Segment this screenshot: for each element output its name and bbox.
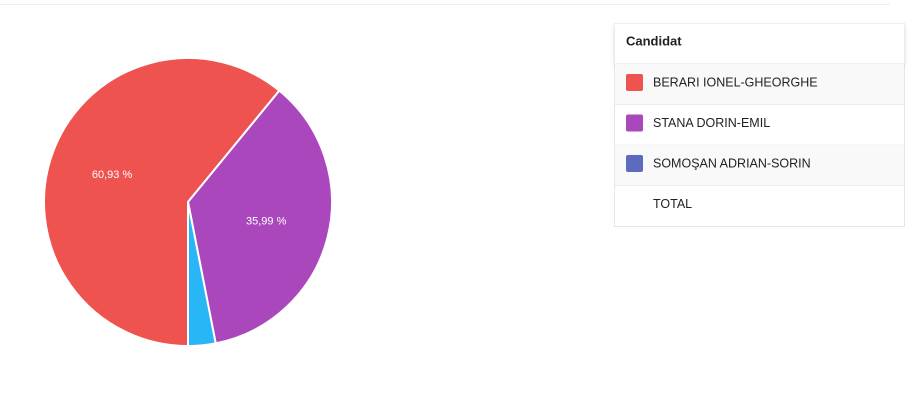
legend-table: Candidat BERARI IONEL-GHEORGHE STANA DORI… [614,23,905,227]
slice-label: 60,93 % [92,169,133,181]
legend-label: STANA DORIN-EMIL [653,116,770,130]
table-row [615,64,904,104]
legend-swatch [626,74,643,91]
legend-label: BERARI IONEL-GHEORGHE [653,75,818,89]
table-header [614,23,905,64]
legend-label: SOMOŞAN ADRIAN-SORIN [653,156,811,170]
pie-slice [43,57,281,348]
table-row [615,145,904,185]
legend-swatch [626,114,643,132]
pie-slice [187,201,217,348]
pie: 60,93 % 35,99 % [43,57,333,348]
slice-label: 35,99 % [246,216,287,228]
table-header-text: Candidat [626,33,682,48]
table-total: TOTAL [653,197,692,211]
pie-slice [186,89,333,345]
legend-swatch [626,155,643,172]
